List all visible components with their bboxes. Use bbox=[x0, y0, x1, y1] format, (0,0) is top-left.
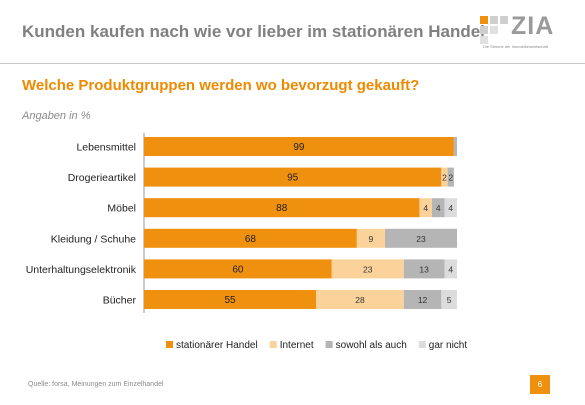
chart-question: Welche Produktgruppen werden wo bevorzug… bbox=[22, 77, 420, 94]
data-label: 4 bbox=[448, 203, 453, 213]
category-label: Möbel bbox=[107, 203, 136, 215]
unit-label: Angaben in % bbox=[22, 110, 91, 122]
bar-segment bbox=[144, 290, 317, 309]
data-label: 2 bbox=[448, 173, 453, 183]
bar-segment bbox=[356, 228, 386, 248]
bar-segment bbox=[385, 228, 457, 248]
data-label: 13 bbox=[419, 264, 429, 274]
data-label: 99 bbox=[293, 142, 305, 153]
legend-label: Internet bbox=[280, 340, 314, 351]
bar-segment bbox=[403, 259, 445, 279]
data-label: 55 bbox=[225, 295, 237, 306]
zia-logo-tagline: Die Stimme der Immobilienwirtschaft bbox=[483, 44, 548, 49]
data-label: 9 bbox=[369, 234, 374, 244]
page-number: 6 bbox=[530, 375, 550, 394]
data-label: 12 bbox=[418, 295, 428, 305]
data-label: 68 bbox=[245, 234, 257, 245]
bar-segment bbox=[419, 198, 432, 218]
page-title: Kunden kaufen nach wie vor lieber im sta… bbox=[22, 22, 485, 41]
zia-logo bbox=[478, 14, 568, 54]
data-label: 4 bbox=[436, 203, 441, 213]
data-label: 60 bbox=[232, 264, 244, 275]
bar-segment bbox=[144, 137, 454, 156]
bar-segment bbox=[144, 228, 357, 248]
bar-segment bbox=[447, 167, 454, 187]
zia-logo-grid-icon bbox=[480, 16, 508, 44]
legend-label: sowohl als auch bbox=[336, 340, 407, 351]
data-label: 23 bbox=[416, 234, 426, 244]
bar-segment bbox=[144, 167, 442, 187]
category-label: Kleidung / Schuhe bbox=[51, 233, 136, 245]
category-label: Bücher bbox=[103, 295, 137, 307]
legend-swatch bbox=[325, 341, 333, 348]
zia-logo-text: ZIA bbox=[511, 12, 555, 40]
data-label: 88 bbox=[276, 203, 288, 214]
data-label: 4 bbox=[448, 264, 453, 274]
bar-segment bbox=[444, 259, 457, 279]
header-divider bbox=[0, 63, 585, 64]
data-label: 28 bbox=[355, 295, 365, 305]
data-label: 4 bbox=[423, 203, 428, 213]
bar-segment bbox=[441, 290, 457, 309]
legend-swatch bbox=[166, 341, 173, 348]
bar-segment bbox=[444, 198, 457, 218]
bar-segment bbox=[144, 259, 332, 279]
bar-segment bbox=[331, 259, 404, 279]
bar-segment bbox=[431, 198, 445, 218]
bar-segment bbox=[144, 198, 420, 218]
source-note: Quelle: forsa, Meinungen zum Einzelhande… bbox=[28, 381, 164, 388]
legend-label: gar nicht bbox=[429, 340, 468, 351]
legend-swatch bbox=[418, 341, 426, 348]
bar-segment bbox=[316, 290, 404, 309]
bar-segment bbox=[453, 137, 457, 156]
category-label: Unterhaltungselektronik bbox=[26, 264, 137, 276]
data-label: 95 bbox=[287, 173, 299, 184]
bar-segment bbox=[441, 167, 448, 187]
data-label: 2 bbox=[442, 173, 447, 183]
data-label: 5 bbox=[447, 295, 452, 305]
data-label: 23 bbox=[363, 264, 373, 274]
bar-segment bbox=[403, 290, 442, 309]
category-label: Drogerieartikel bbox=[68, 172, 136, 184]
category-label: Lebensmittel bbox=[76, 142, 136, 154]
legend-label: stationärer Handel bbox=[176, 340, 258, 351]
legend-swatch bbox=[269, 341, 277, 348]
